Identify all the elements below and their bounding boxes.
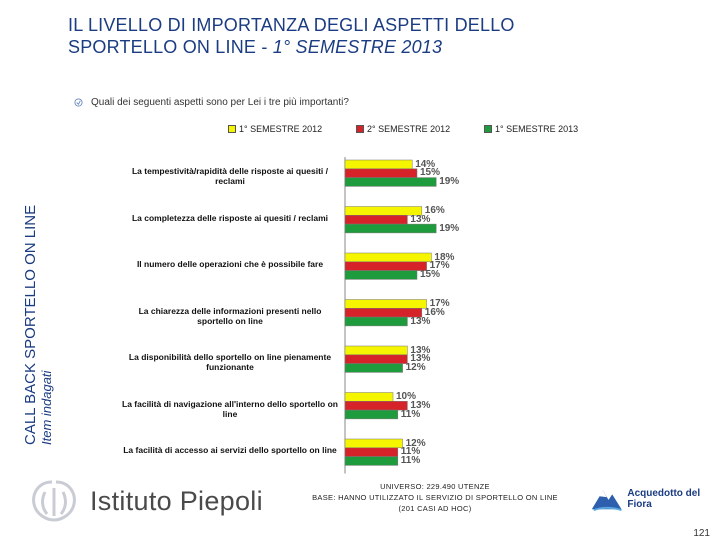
- bar-green: [344, 177, 437, 187]
- bar-red: [344, 261, 427, 271]
- category-label: La tempestività/rapidità delle risposte …: [131, 166, 329, 186]
- value-label: 13%: [410, 344, 431, 356]
- value-label: 18%: [434, 251, 455, 263]
- category-label: La completezza delle risposte ai quesiti…: [131, 212, 329, 223]
- bar-yellow: [344, 159, 413, 170]
- value-label: 19%: [439, 176, 460, 188]
- title-line-2: SPORTELLO ON LINE - 1° SEMESTRE 2013: [68, 37, 443, 57]
- value-label: 16%: [424, 306, 445, 318]
- category-label: Il numero delle operazioni che è possibi…: [136, 259, 324, 269]
- value-label: 17%: [429, 298, 450, 309]
- value-label: 17%: [429, 260, 450, 272]
- value-label: 14%: [415, 158, 436, 170]
- mountain-icon: [591, 490, 622, 512]
- legend-swatch-green: [484, 125, 492, 133]
- logo-mark-icon: [32, 480, 76, 522]
- value-label: 12%: [405, 437, 426, 449]
- page-number: 121: [693, 528, 710, 539]
- logo-text: Istituto Piepoli: [90, 485, 263, 516]
- bar-green: [344, 223, 437, 234]
- chart-legend: 1° SEMESTRE 2012 2° SEMESTRE 2012 1° SEM…: [228, 124, 612, 134]
- value-label: 12%: [405, 362, 426, 374]
- bar-green: [344, 456, 399, 466]
- bar-green: [344, 316, 408, 327]
- value-label: 15%: [420, 167, 441, 179]
- legend-label: 1° SEMESTRE 2012: [239, 124, 323, 134]
- bar-green: [344, 409, 399, 420]
- value-label: 19%: [439, 222, 460, 234]
- bar-yellow: [344, 392, 394, 402]
- bar-red: [344, 447, 399, 457]
- bar-yellow: [344, 438, 403, 449]
- title-line-1: IL LIVELLO DI IMPORTANZA DEGLI ASPETTI D…: [68, 15, 515, 35]
- page-title: IL LIVELLO DI IMPORTANZA DEGLI ASPETTI D…: [68, 14, 628, 58]
- bar-red: [344, 168, 418, 178]
- bar-red: [344, 215, 408, 225]
- value-label: 10%: [396, 391, 417, 402]
- brand-name: Acquedotto del Fiora: [627, 488, 701, 510]
- category-label: La chiarezza delle informazioni presenti…: [138, 305, 322, 326]
- legend-label: 1° SEMESTRE 2013: [495, 124, 579, 134]
- value-label: 13%: [410, 353, 431, 365]
- category-label: La facilità di accesso ai servizi dello …: [123, 445, 337, 455]
- istituto-piepoli-logo: Istituto Piepoli: [28, 478, 263, 524]
- category-label: La disponibilità dello sportello on line…: [128, 352, 332, 372]
- bar-yellow: [344, 345, 408, 356]
- value-label: 15%: [420, 269, 441, 281]
- legend-item-s2012-1: 1° SEMESTRE 2012: [228, 124, 356, 134]
- legend-swatch-red: [356, 125, 364, 133]
- category-label: La facilità di navigazione all'interno d…: [122, 398, 338, 419]
- legend-swatch-yellow: [228, 125, 236, 133]
- value-label: 13%: [410, 315, 431, 327]
- value-label: 11%: [400, 408, 421, 420]
- acquedotto-logo: Acquedotto del Fiora: [590, 484, 720, 514]
- value-label: 11%: [400, 446, 421, 458]
- bar-red: [344, 354, 408, 364]
- value-label: 13%: [410, 213, 431, 225]
- bar-red: [344, 401, 408, 411]
- bar-green: [344, 270, 418, 280]
- legend-label: 2° SEMESTRE 2012: [367, 124, 451, 134]
- bar-yellow: [344, 252, 432, 263]
- legend-item-s2013-1: 1° SEMESTRE 2013: [484, 124, 612, 134]
- value-label: 16%: [424, 205, 445, 216]
- value-label: 11%: [400, 455, 421, 467]
- question-text: Quali dei seguenti aspetti sono per Lei …: [74, 97, 349, 108]
- legend-item-s2012-2: 2° SEMESTRE 2012: [356, 124, 484, 134]
- bar-green: [344, 363, 403, 373]
- bar-yellow: [344, 299, 427, 309]
- bullet-icon: [74, 98, 83, 107]
- universe-note: UNIVERSO: 229.490 UTENZE BASE: HANNO UTI…: [312, 482, 558, 513]
- value-label: 13%: [410, 399, 431, 411]
